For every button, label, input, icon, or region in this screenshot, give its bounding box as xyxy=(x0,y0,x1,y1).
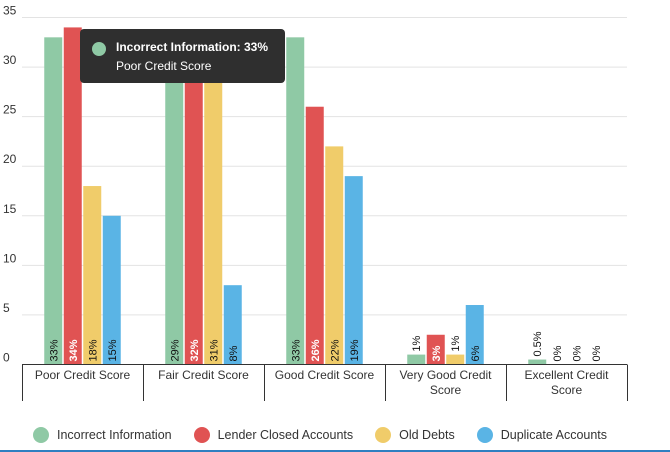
bar[interactable] xyxy=(102,215,121,365)
category-label: Excellent Credit Score xyxy=(524,368,609,397)
bar[interactable] xyxy=(325,146,344,365)
y-tick-label: 30 xyxy=(3,53,17,67)
bar[interactable] xyxy=(446,354,465,365)
data-label: 0% xyxy=(552,345,564,361)
data-label: 0% xyxy=(591,345,603,361)
data-label: 19% xyxy=(349,339,361,361)
bar[interactable] xyxy=(165,76,184,365)
bar[interactable] xyxy=(528,359,547,365)
bar[interactable] xyxy=(465,305,484,365)
category-label: Fair Credit Score xyxy=(158,368,249,382)
bar[interactable] xyxy=(286,37,305,365)
legend-item-duplicate-accounts[interactable]: Duplicate Accounts xyxy=(476,427,608,443)
chart-tooltip: Incorrect Information: 33% Poor Credit S… xyxy=(80,29,285,83)
legend-label: Incorrect Information xyxy=(56,428,172,442)
tooltip-value: Incorrect Information: 33% xyxy=(116,40,269,54)
data-label: 0.5% xyxy=(532,331,544,356)
data-label: 1% xyxy=(450,335,462,351)
legend-swatch xyxy=(193,427,210,443)
data-label: 6% xyxy=(470,345,482,361)
legend-label: Duplicate Accounts xyxy=(500,428,608,442)
bar[interactable] xyxy=(83,186,102,365)
bar[interactable] xyxy=(44,37,63,365)
bar[interactable] xyxy=(204,57,223,365)
tooltip-series-dot xyxy=(92,42,106,56)
data-label: 34% xyxy=(68,339,80,361)
data-label: 33% xyxy=(48,339,60,361)
category-label: Poor Credit Score xyxy=(35,368,131,382)
legend-swatch xyxy=(476,427,493,443)
chart-legend: Incorrect Information Lender Closed Acco… xyxy=(0,419,640,451)
y-tick-label: 15 xyxy=(3,202,17,216)
y-tick-label: 20 xyxy=(3,152,17,166)
data-label: 22% xyxy=(329,339,341,361)
legend-label: Old Debts xyxy=(399,428,455,442)
bar[interactable] xyxy=(184,47,203,365)
legend-item-old-debts[interactable]: Old Debts xyxy=(375,427,455,443)
data-label: 15% xyxy=(107,339,119,361)
y-tick-label: 35 xyxy=(3,4,17,18)
bar[interactable] xyxy=(63,27,82,365)
bottom-border xyxy=(0,450,670,452)
legend-swatch xyxy=(32,427,49,443)
bar[interactable] xyxy=(344,176,363,365)
data-label: 8% xyxy=(228,345,240,361)
y-tick-label: 10 xyxy=(3,251,17,265)
y-tick-label: 5 xyxy=(3,301,10,315)
data-label: 33% xyxy=(290,339,302,361)
data-label: 3% xyxy=(431,345,443,361)
legend-label: Lender Closed Accounts xyxy=(217,428,354,442)
data-label: 29% xyxy=(169,339,181,361)
legend-item-lender-closed-accounts[interactable]: Lender Closed Accounts xyxy=(193,427,354,443)
bar[interactable] xyxy=(305,106,324,365)
bar[interactable] xyxy=(407,354,426,365)
legend-item-incorrect-information[interactable]: Incorrect Information xyxy=(32,427,172,443)
bar[interactable] xyxy=(426,334,445,365)
tooltip-category: Poor Credit Score xyxy=(116,59,212,73)
category-label: Very Good Credit Score xyxy=(399,368,492,397)
category-label: Good Credit Score xyxy=(275,368,375,382)
data-label: 18% xyxy=(87,339,99,361)
data-label: 26% xyxy=(310,339,322,361)
data-label: 32% xyxy=(189,339,201,361)
data-label: 1% xyxy=(411,335,423,351)
data-label: 31% xyxy=(208,339,220,361)
legend-swatch xyxy=(375,427,392,443)
bars: 33% 29% 33% 1% 0.5% 34% 32% 26% 3% 0% 18% 31% 22% 1% 0… xyxy=(44,27,603,365)
y-axis: 0 5 10 15 20 25 30 35 xyxy=(3,4,17,365)
y-tick-label: 25 xyxy=(3,103,17,117)
bar[interactable] xyxy=(223,285,242,365)
x-axis: Poor Credit Score Fair Credit Score Good C… xyxy=(22,364,628,401)
y-tick-label: 0 xyxy=(3,351,10,365)
data-label: 0% xyxy=(571,345,583,361)
